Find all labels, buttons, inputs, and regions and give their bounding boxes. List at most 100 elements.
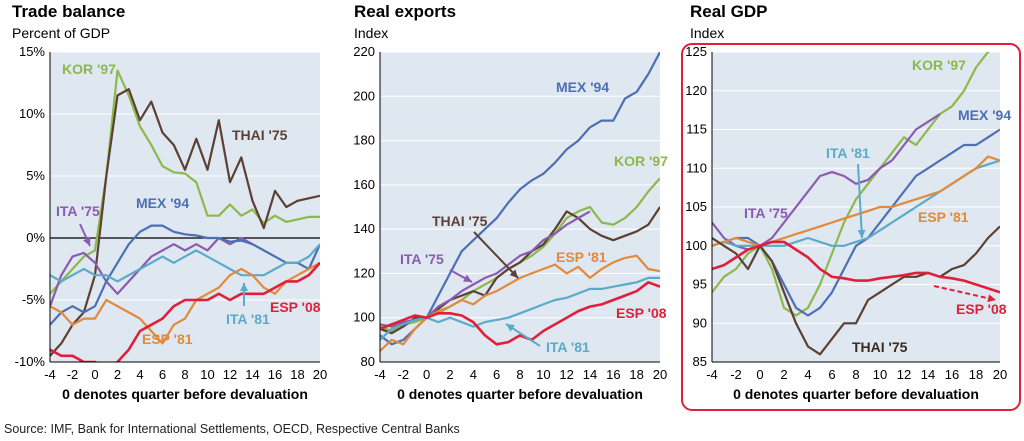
x-tick-label: 10 [536,367,550,382]
y-tick-label: 180 [353,133,375,148]
series-label: KOR '97 [912,57,966,73]
x-tick-label: 0 [756,367,763,382]
y-tick-label: 80 [361,354,375,369]
y-tick-label: 95 [693,277,707,292]
x-tick-label: -2 [730,367,742,382]
chart-title: Real exports [354,2,456,21]
x-tick-label: 12 [897,367,911,382]
x-axis-label: 0 denotes quarter before devaluation [62,386,308,402]
y-tick-label: 0% [26,230,45,245]
trade-balance-chart: -10% -5% 0% 5% 10% 15% -4 -2 0 2 4 6 8 10 12 14 16 18 20 KO… [12,2,327,402]
x-tick-label: 2 [446,367,453,382]
series-label: MEX '94 [136,195,189,211]
x-tick-label: 20 [313,367,327,382]
y-tick-label: 220 [353,44,375,59]
x-tick-label: -4 [706,367,718,382]
x-tick-label: 14 [583,367,597,382]
series-label: ITA '81 [546,339,590,355]
series-label: ESP '08 [956,301,1007,317]
annotation-arrowhead [240,283,248,291]
series-label: KOR '97 [62,61,116,77]
y-tick-label: -10% [15,354,46,369]
series-label: ITA '75 [56,203,100,219]
series-line-esp-08 [380,280,660,346]
x-tick-label: 4 [136,367,143,382]
y-tick-label: 90 [693,315,707,330]
x-tick-label: 12 [223,367,237,382]
annotation-arrow [933,285,997,301]
annotation-arrowhead [506,324,515,332]
x-tick-label: -4 [374,367,386,382]
series-line-esp-08 [712,240,1000,294]
chart-title: Trade balance [12,2,125,21]
x-tick-label: 8 [516,367,523,382]
y-tick-label: 200 [353,88,375,103]
series-label: ESP '08 [616,305,667,321]
x-tick-label: 4 [804,367,811,382]
source-note: Source: IMF, Bank for International Sett… [4,422,460,436]
plot-area [50,52,320,362]
x-tick-label: 16 [945,367,959,382]
y-tick-label: -5% [22,292,46,307]
x-tick-label: 8 [852,367,859,382]
x-tick-label: -2 [67,367,79,382]
x-tick-label: 16 [606,367,620,382]
series-label: THAI '75 [432,213,488,229]
y-axis-label: Percent of GDP [12,25,110,41]
y-tick-label: 5% [26,168,45,183]
x-tick-label: 8 [181,367,188,382]
series-label: ITA '75 [400,251,444,267]
y-tick-label: 100 [685,238,707,253]
x-tick-label: 6 [493,367,500,382]
annotation-arrowhead [463,274,472,282]
x-tick-label: 10 [873,367,887,382]
y-tick-label: 105 [685,199,707,214]
annotation-arrowhead [509,269,518,278]
series-label: THAI '75 [232,127,288,143]
annotation-arrowhead [987,294,996,303]
y-tick-label: 120 [685,83,707,98]
chart-title: Real GDP [690,2,767,21]
real-gdp-chart: 85 90 95 100 105 110 115 120 125 -4 -2 0 2 4 6 8 10 12 14 1… [681,2,1021,411]
x-tick-label: 18 [969,367,983,382]
annotation-arrow [857,163,863,239]
x-tick-label: -4 [44,367,56,382]
y-axis-label: Index [690,25,724,41]
x-tick-label: 14 [921,367,935,382]
x-tick-label: 18 [629,367,643,382]
y-tick-label: 120 [353,265,375,280]
series-label: ESP '81 [556,249,607,265]
x-tick-label: 2 [114,367,121,382]
annotation-arrowhead [857,229,866,238]
y-tick-label: 10% [19,106,45,121]
x-tick-label: 20 [993,367,1007,382]
x-tick-label: 2 [780,367,787,382]
series-label: ESP '81 [142,331,193,347]
series-line-esp-81 [50,261,320,345]
series-line-mex-94 [50,224,320,326]
x-tick-label: 14 [245,367,259,382]
y-tick-label: 110 [686,160,707,175]
series-label: ITA '81 [226,311,270,327]
series-label: KOR '97 [614,153,668,169]
y-tick-label: 100 [353,310,375,325]
y-tick-label: 125 [685,44,707,59]
series-line-kor-97 [50,69,320,295]
series-line-esp-08 [50,261,320,362]
x-tick-label: 4 [470,367,477,382]
series-label: ESP '08 [270,299,321,315]
y-tick-label: 15% [19,44,45,59]
x-tick-label: 20 [653,367,667,382]
series-line-ita-81 [50,243,320,283]
x-tick-label: 0 [91,367,98,382]
y-tick-label: 85 [693,354,707,369]
x-tick-label: 6 [159,367,166,382]
y-tick-label: 140 [353,221,375,236]
y-tick-label: 160 [353,177,375,192]
x-tick-label: 6 [828,367,835,382]
x-tick-label: 0 [423,367,430,382]
annotation-arrow [473,231,519,279]
y-axis-label: Index [354,25,388,41]
series-label: ESP '81 [918,209,969,225]
y-tick-label: 115 [686,122,707,137]
